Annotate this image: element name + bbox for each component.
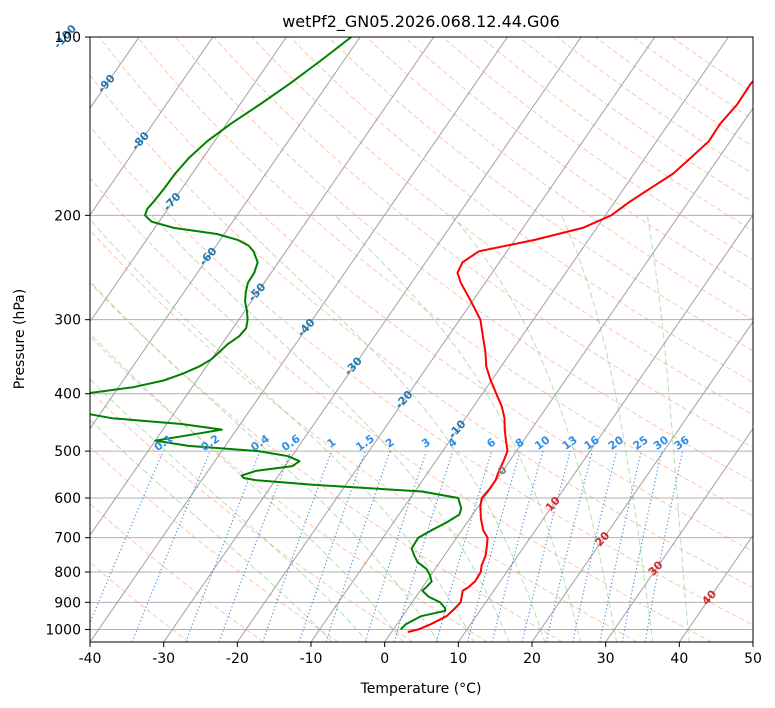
isotherm-line (90, 37, 361, 430)
dry-adiabat (251, 37, 753, 416)
isotherm-line (90, 37, 435, 537)
mixing-ratio-line (90, 450, 164, 624)
mixing-ratio-line (185, 450, 261, 642)
chart-title: wetPf2_GN05.2026.068.12.44.G06 (282, 12, 560, 32)
moist-adiabat (90, 280, 440, 642)
background-lines (90, 37, 753, 642)
isotherm-line (236, 37, 656, 642)
dry-adiabat (90, 282, 563, 642)
isotherm-line (90, 37, 287, 323)
dry-adiabat (327, 37, 753, 352)
isotherm-line (90, 37, 214, 216)
isotherm-line (163, 37, 582, 642)
moist-adiabat (451, 214, 618, 642)
y-tick-label: 600 (54, 491, 81, 507)
mixing-ratio-line (621, 450, 663, 642)
mixing-ratio-line (521, 450, 571, 642)
isotherm-line (678, 534, 753, 642)
y-tick-label: 500 (54, 444, 81, 460)
dry-adiabat (213, 37, 753, 449)
moist-adiabat (232, 214, 546, 642)
isotherm-line (310, 37, 729, 642)
x-tick-label: 40 (670, 651, 688, 667)
dry-adiabat (518, 37, 753, 203)
y-axis-title: Pressure (hPa) (12, 289, 28, 389)
y-tick-label: 1000 (45, 622, 81, 638)
y-tick-label: 300 (54, 313, 81, 329)
sounding-profiles (90, 37, 753, 633)
moist-adiabat (151, 214, 510, 642)
mixing-ratio-line (325, 450, 391, 642)
dry-adiabat (90, 125, 753, 626)
x-tick-label: 0 (380, 651, 389, 667)
y-tick-label: 400 (54, 387, 81, 403)
y-tick-label: 800 (54, 565, 81, 581)
isotherm-line (90, 37, 508, 642)
mixing-ratio-line (545, 450, 593, 642)
isotherm-line (531, 320, 753, 642)
dry-adiabat (137, 37, 753, 517)
mixing-ratio-line (298, 450, 366, 642)
dry-adiabat (90, 74, 753, 589)
x-tick-label: -10 (300, 651, 323, 667)
temperature-profile (407, 79, 753, 633)
dry-adiabat (404, 37, 753, 291)
x-tick-label: 30 (597, 651, 615, 667)
x-tick-label: 20 (523, 651, 541, 667)
dry-adiabat (98, 37, 753, 553)
dry-adiabat (90, 177, 712, 642)
x-tick-label: 10 (449, 651, 467, 667)
x-tick-label: -20 (226, 651, 249, 667)
dry-adiabat (289, 37, 753, 383)
moist-adiabat (560, 215, 654, 642)
dry-adiabat (480, 37, 753, 232)
mixing-ratio-line (572, 450, 618, 642)
dry-adiabat (90, 390, 414, 642)
x-axis-title: Temperature (°C) (360, 681, 482, 697)
dry-adiabat (90, 446, 339, 642)
dry-adiabat (90, 229, 638, 642)
isotherm-line (605, 427, 753, 642)
y-tick-label: 900 (54, 595, 81, 611)
moist-adiabat (646, 215, 690, 642)
plot-frame (89, 36, 754, 643)
x-tick-label: 50 (744, 651, 762, 667)
moist-adiabat (90, 332, 404, 642)
x-tick-label: -30 (152, 651, 175, 667)
moist-adiabat (90, 218, 475, 642)
isotherm-line (384, 107, 753, 642)
mixing-ratio-line (131, 450, 211, 642)
mixing-ratio-line (644, 450, 684, 642)
mixing-ratio-line (262, 450, 333, 642)
mixing-ratio-line (218, 450, 292, 642)
x-tick-label: -40 (79, 651, 102, 667)
moist-adiabat (90, 378, 369, 642)
mixing-ratio-line (364, 450, 427, 642)
isotherm-line (457, 214, 753, 642)
dewpoint-profile (90, 37, 463, 631)
y-tick-label: 700 (54, 531, 81, 547)
dry-adiabat (594, 37, 753, 147)
axis-ticks: -40 -30 -20 -10 0 10 20 30 40 50 1000 900 800 700 600 5… (45, 30, 762, 667)
moist-adiabat (334, 214, 582, 642)
dry-adiabat (90, 335, 488, 642)
y-tick-label: 200 (54, 208, 81, 224)
y-tick-label: 100 (54, 30, 81, 46)
